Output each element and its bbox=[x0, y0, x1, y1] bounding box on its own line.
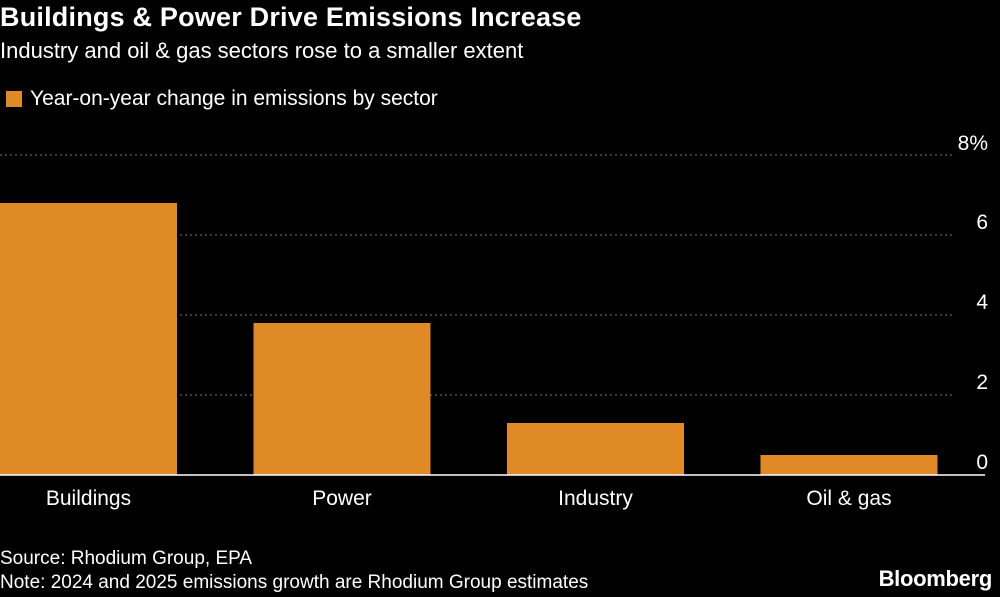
chart-subtitle: Industry and oil & gas sectors rose to a… bbox=[0, 38, 524, 63]
bar bbox=[253, 323, 431, 475]
bar bbox=[760, 455, 938, 475]
y-tick-label: 6 bbox=[976, 211, 988, 234]
x-tick-label: Buildings bbox=[46, 487, 131, 510]
note-text: Note: 2024 and 2025 emissions growth are… bbox=[0, 572, 589, 593]
y-tick-label: 2 bbox=[976, 371, 988, 394]
x-tick-label: Power bbox=[312, 487, 372, 510]
x-tick-label: Oil & gas bbox=[806, 487, 891, 510]
legend-label: Year-on-year change in emissions by sect… bbox=[30, 87, 438, 110]
bar-chart: 0 2 4 6 8% Buildings Power Industry Oil & gas bbox=[0, 132, 988, 510]
y-tick-label: 0 bbox=[976, 451, 988, 474]
x-tick-label: Industry bbox=[558, 487, 633, 510]
y-tick-label: 4 bbox=[976, 291, 988, 314]
bloomberg-logo: Bloomberg bbox=[878, 566, 993, 591]
y-tick-label: 8% bbox=[958, 132, 988, 155]
bar bbox=[507, 423, 684, 475]
chart-title: Buildings & Power Drive Emissions Increa… bbox=[0, 2, 582, 32]
bar bbox=[0, 203, 177, 475]
legend: Year-on-year change in emissions by sect… bbox=[0, 87, 438, 111]
legend-swatch bbox=[6, 91, 22, 107]
source-text: Source: Rhodium Group, EPA bbox=[0, 548, 253, 569]
